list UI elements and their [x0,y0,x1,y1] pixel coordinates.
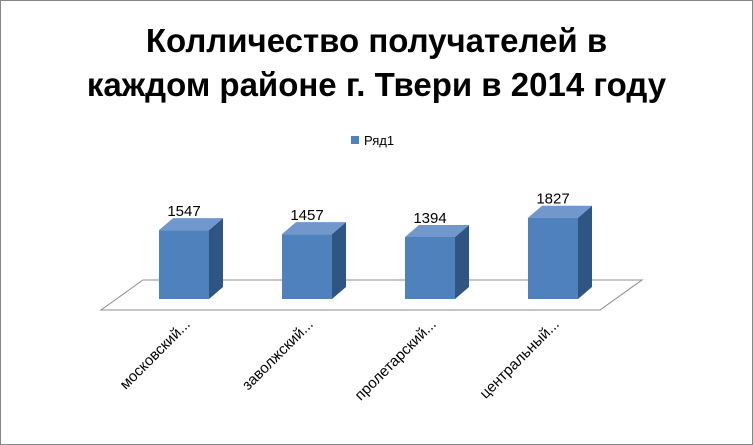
bar-side [332,222,346,299]
bars [159,205,592,299]
data-label-1: 1547 [167,203,200,220]
bar-front [528,217,578,299]
legend: Ряд1 [351,133,394,148]
category-label-4: центральный... [476,316,562,402]
category-labels: московский... заволжский... пролетарский..… [116,316,562,404]
chart-title-line-1: Колличество получателей в [145,22,608,59]
data-label-2: 1457 [290,207,323,224]
bar-front [282,234,332,299]
bar-2 [282,222,346,299]
bar-front [405,236,455,299]
data-label-3: 1394 [413,210,446,227]
legend-swatch [351,136,359,144]
bar-top [528,205,592,218]
category-label-2: заволжский... [239,316,317,394]
bar-side [455,224,469,299]
bar-front [159,230,209,299]
legend-label: Ряд1 [364,133,394,148]
category-label-1: московский... [116,316,193,393]
category-label-3: пролетарский... [352,316,440,404]
chart-title-line-2: каждом районе г. Твери в 2014 году [86,66,667,103]
bar-3 [405,224,469,299]
bar-top [405,224,469,237]
chart-floor [99,279,644,311]
bar-side [209,218,223,299]
bar-top [282,222,346,235]
bar-4 [528,205,592,299]
bar-side [578,205,592,299]
data-label-4: 1827 [536,191,569,208]
bar-1 [159,218,223,299]
chart-title: Колличество получателей в каждом районе … [1,19,752,107]
data-labels: 1547 1457 1394 1827 [167,191,569,227]
bar-top [159,218,223,231]
